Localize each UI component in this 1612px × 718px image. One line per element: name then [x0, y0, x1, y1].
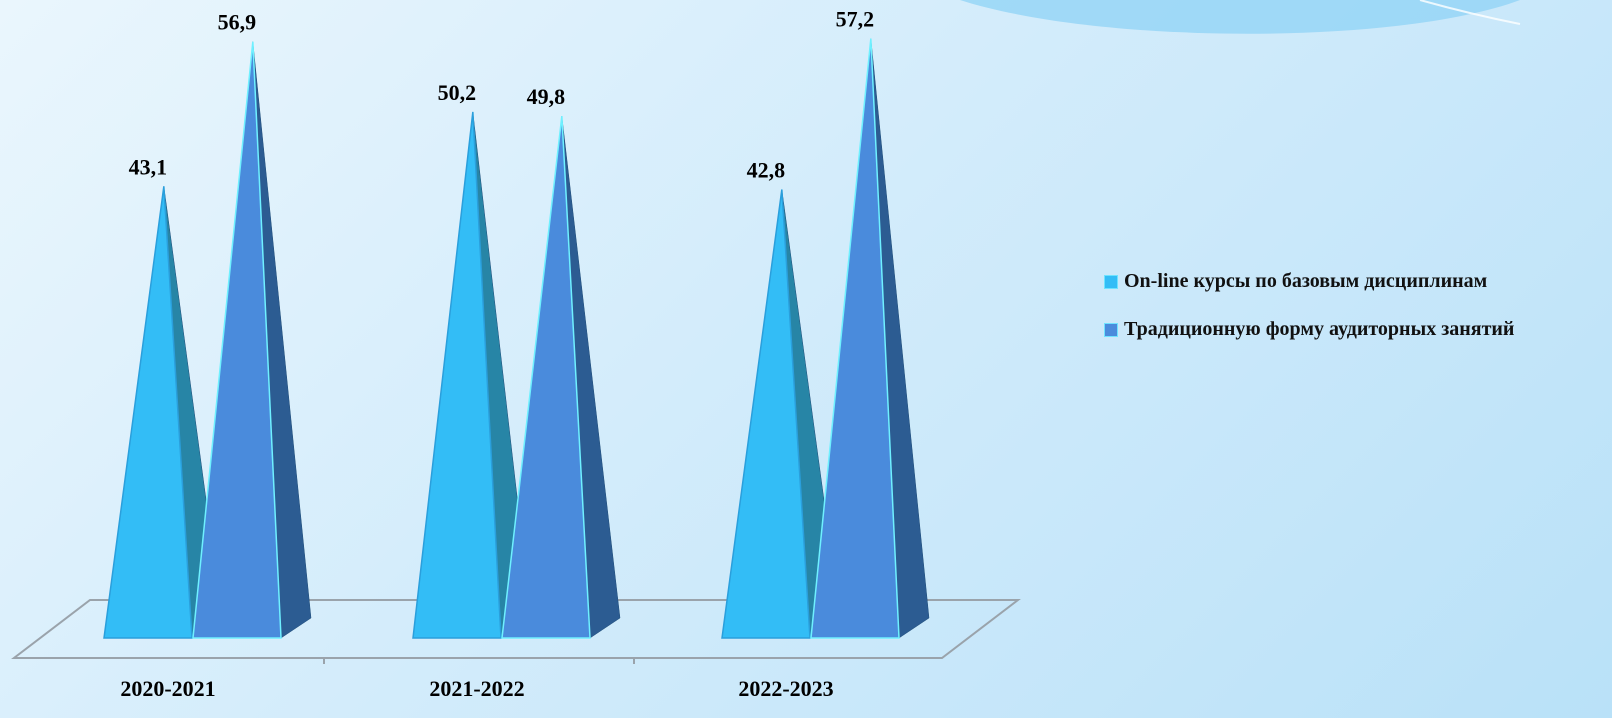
x-tick-label-2: 2022-2023 — [738, 676, 833, 701]
legend-swatch-online — [1104, 275, 1118, 289]
value-label-0-2: 42,8 — [747, 157, 786, 182]
cone-0-0 — [103, 186, 193, 639]
cone-1-0 — [192, 41, 282, 639]
value-labels: 43,1 56,9 50,2 49,8 42,8 57,2 — [129, 7, 875, 183]
legend-item-traditional[interactable]: Традиционную форму аудиторных занятий — [1104, 316, 1604, 342]
top-right-decoration-line — [1419, 0, 1521, 25]
x-tick-label-1: 2021-2022 — [429, 676, 524, 701]
legend-label-online: On-line курсы по базовым дисциплинам — [1124, 270, 1488, 292]
value-label-0-0: 43,1 — [129, 154, 168, 179]
cone-0-2 — [721, 189, 811, 639]
legend-item-online[interactable]: On-line курсы по базовым дисциплинам — [1104, 268, 1604, 294]
chart-floor — [11, 599, 1021, 664]
value-label-1-0: 56,9 — [218, 10, 257, 35]
value-label-1-2: 57,2 — [836, 7, 875, 32]
cone-0-1 — [412, 111, 502, 639]
value-label-0-1: 50,2 — [438, 80, 477, 105]
cone-1-2 — [810, 38, 900, 639]
x-tick-label-0: 2020-2021 — [120, 676, 215, 701]
value-label-1-1: 49,8 — [527, 84, 566, 109]
cone-1-1 — [501, 116, 591, 639]
top-right-decoration — [960, 0, 1520, 34]
chart-marks — [103, 38, 930, 639]
x-axis-labels: 2020-2021 2021-2022 2022-2023 — [120, 676, 833, 701]
legend-swatch-traditional — [1104, 323, 1118, 337]
legend-label-traditional: Традиционную форму аудиторных занятий — [1124, 318, 1515, 340]
legend: On-line курсы по базовым дисциплинам Тра… — [1104, 268, 1604, 364]
floor-outline — [11, 599, 1021, 659]
